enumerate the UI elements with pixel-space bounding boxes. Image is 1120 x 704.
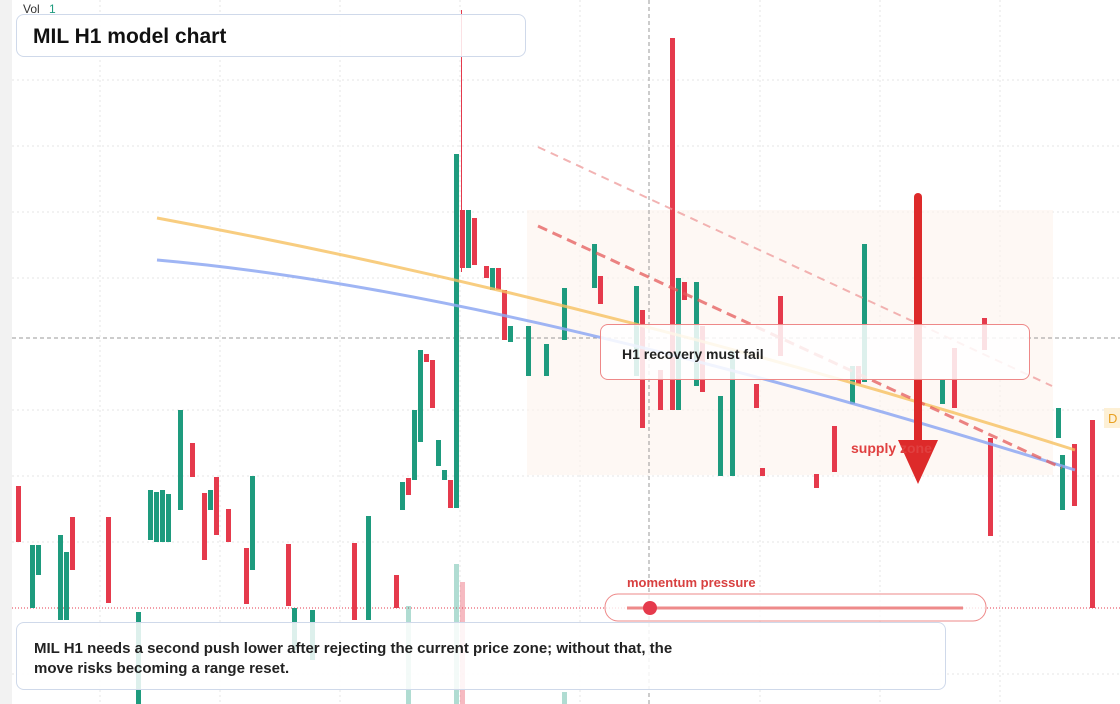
candle: [760, 468, 765, 476]
candle: [424, 354, 429, 362]
candle: [670, 38, 675, 410]
candle: [526, 326, 531, 376]
candle: [418, 350, 423, 442]
callout-box: H1 recovery must fail: [600, 324, 1030, 380]
candle: [730, 350, 735, 476]
candle: [286, 544, 291, 606]
chart-shape: [156, 216, 1076, 452]
candle: [472, 218, 477, 265]
title: MIL H1 model chart: [33, 25, 227, 48]
candle: [592, 244, 597, 288]
candle: [352, 543, 357, 620]
caption-box: MIL H1 needs a second push lower after r…: [16, 622, 946, 690]
candle: [598, 276, 603, 304]
title-box: MIL H1 model chart: [16, 14, 526, 57]
candle: [160, 490, 165, 542]
candle: [988, 438, 993, 536]
candle: [214, 477, 219, 535]
candle: [658, 370, 663, 410]
caption: MIL H1 needs a second push lower after r…: [34, 640, 673, 677]
candle: [466, 210, 471, 268]
chart-shape: [537, 146, 1053, 387]
candle: [0, 0, 12, 704]
candle: [832, 426, 837, 472]
candle: [496, 268, 501, 290]
candle: [850, 366, 855, 404]
candle: [30, 545, 35, 608]
candle: [412, 410, 417, 480]
chart-shape: [898, 440, 938, 484]
slider-label: momentum pressure: [627, 575, 756, 590]
candle: [250, 476, 255, 570]
chart-shape: [643, 601, 657, 615]
candle: [58, 535, 63, 620]
candle: [366, 516, 371, 620]
candle: [148, 490, 153, 540]
candle: [190, 443, 195, 477]
candle: [394, 575, 399, 608]
candle: [562, 288, 567, 340]
candle: [106, 517, 111, 603]
callout: H1 recovery must fail: [622, 346, 764, 362]
candle: [1072, 444, 1077, 506]
candle: [442, 470, 447, 480]
candle: [1104, 408, 1120, 428]
candle: [940, 380, 945, 404]
vol-label: Vol: [23, 2, 40, 16]
candle: [544, 344, 549, 376]
candle: [244, 548, 249, 604]
candle: [400, 482, 405, 510]
candle: [16, 486, 21, 542]
candle: [406, 478, 411, 495]
edge-tag: D: [1108, 411, 1117, 426]
zone-label: supply zone: [851, 440, 932, 456]
candle: [448, 480, 453, 508]
vol-value: 1: [49, 2, 56, 16]
candle: [208, 490, 213, 510]
candle: [562, 692, 567, 704]
candle: [484, 266, 489, 278]
candle: [436, 440, 441, 466]
candle: [461, 10, 462, 272]
candle: [460, 210, 465, 268]
candle: [682, 282, 687, 300]
candle: [154, 492, 159, 542]
candle: [862, 244, 867, 382]
candle: [814, 474, 819, 488]
candle: [754, 384, 759, 408]
candle: [202, 493, 207, 560]
candle: [178, 410, 183, 510]
candle: [1090, 420, 1095, 608]
candle: [166, 494, 171, 542]
candle: [70, 517, 75, 570]
candle: [490, 268, 495, 290]
candle: [1056, 408, 1061, 438]
candle: [64, 552, 69, 620]
candle: [226, 509, 231, 542]
candle: [454, 154, 459, 508]
candle: [36, 545, 41, 575]
chart-shape: [156, 258, 1076, 472]
candle: [430, 360, 435, 408]
candle: [1060, 455, 1065, 510]
candle: [508, 326, 513, 342]
candle: [718, 396, 723, 476]
